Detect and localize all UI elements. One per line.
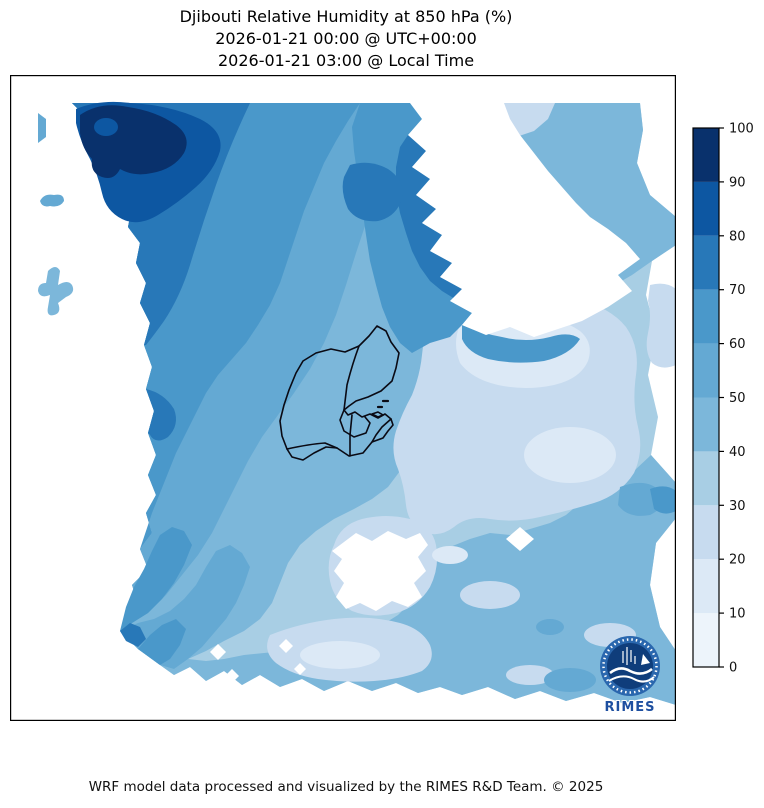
city-polygon [371, 411, 384, 418]
logo-bird-icon [641, 654, 650, 665]
logo-seismic-icon [622, 647, 636, 665]
colorbar-band [693, 613, 719, 667]
colorbar-tick-label: 60 [729, 337, 746, 352]
colorbar-band [693, 451, 719, 506]
masked-diamond [566, 219, 586, 235]
island-mark [376, 399, 390, 409]
band-70-80 [342, 162, 403, 222]
band-50-60 [544, 668, 596, 692]
colorbar-band [693, 397, 719, 452]
colorbar-tick-label: 10 [729, 607, 746, 622]
colorbar-tick-label: 0 [729, 661, 737, 676]
masked-diamond [210, 644, 226, 660]
band-10-20 [524, 427, 616, 483]
masked-regions [210, 103, 640, 683]
colorbar-ticks [719, 127, 724, 668]
figure-title: Djibouti Relative Humidity at 850 hPa (%… [0, 6, 692, 72]
band-60-70 [120, 527, 192, 631]
rimes-logo: RIMES [600, 636, 660, 716]
colorbar-tick-label: 80 [729, 229, 746, 244]
colorbar-tick-label: 90 [729, 175, 746, 190]
band-20-30 [460, 581, 520, 609]
country-outline [279, 325, 400, 461]
colorbar-tick-label: 50 [729, 391, 746, 406]
colorbar-tick-label: 100 [729, 122, 754, 137]
island-blob [38, 113, 46, 143]
colorbar-band [693, 505, 719, 560]
colorbar-canvas: 100 90 80 70 60 50 40 30 20 10 0 [692, 122, 754, 676]
band-60-70 [236, 288, 268, 306]
title-line-1: Djibouti Relative Humidity at 850 hPa (%… [179, 7, 513, 26]
logo-wave [608, 675, 655, 683]
masked-diamond [279, 639, 293, 653]
colorbar-tick-label: 20 [729, 553, 746, 568]
admin-line [339, 409, 371, 438]
band-60-70 [462, 325, 580, 363]
band-70-80 [396, 135, 462, 299]
band-70-80 [146, 389, 176, 441]
band-80-90 [94, 118, 118, 136]
colorbar: 100 90 80 70 60 50 40 30 20 10 0 [685, 118, 764, 678]
title-line-3: 2026-01-21 03:00 @ Local Time [217, 51, 475, 70]
logo-label: RIMES [604, 700, 655, 715]
band-20-30 [646, 283, 676, 368]
colorbar-band [693, 181, 719, 236]
admin-line [286, 442, 338, 450]
colorbar-band [693, 235, 719, 290]
masked-diamond [294, 663, 306, 675]
band-40-50-bottom [160, 455, 676, 705]
djibouti-boundary [279, 325, 400, 461]
band-50-60 [536, 619, 564, 635]
humidity-map: RIMES [10, 75, 676, 721]
colorbar-band [693, 559, 719, 614]
colorbar-tick-label: 40 [729, 445, 746, 460]
admin-line [343, 345, 360, 411]
map-frame [10, 75, 676, 721]
colorbar-bands [693, 128, 719, 667]
title-line-2: 2026-01-21 00:00 @ UTC+00:00 [215, 29, 477, 48]
band-60-70 [650, 486, 676, 514]
footer-text: WRF model data processed and visualized … [88, 779, 604, 795]
colorbar-band [693, 289, 719, 344]
island-blob [40, 194, 64, 207]
band-10-20 [432, 546, 468, 564]
band-60-70 [138, 619, 186, 665]
masked-center-blob [332, 531, 428, 611]
contour-field [38, 101, 676, 705]
admin-line [371, 418, 392, 443]
colorbar-tick-label: 30 [729, 499, 746, 514]
map-canvas: RIMES [10, 75, 676, 721]
masked-diamond [506, 527, 534, 551]
band-10-20 [300, 641, 380, 669]
logo-wave [609, 667, 653, 675]
colorbar-tick-labels: 100 90 80 70 60 50 40 30 20 10 0 [729, 122, 754, 676]
logo-ring-text [602, 638, 658, 694]
band-20-30 [506, 665, 554, 685]
colorbar-tick-label: 70 [729, 283, 746, 298]
band-70-80 [120, 623, 146, 647]
masked-gulf-region [408, 103, 640, 337]
colorbar-band [693, 343, 719, 398]
island-blob [38, 267, 74, 316]
masked-diamond [225, 669, 239, 683]
colorbar-band [693, 128, 719, 182]
